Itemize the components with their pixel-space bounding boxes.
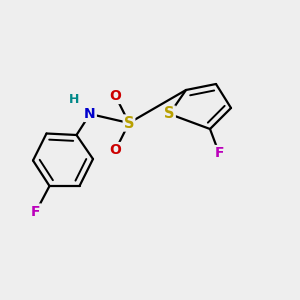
Text: S: S [124,116,134,130]
Text: S: S [164,106,175,122]
Text: F: F [31,205,41,218]
Text: H: H [69,93,80,106]
Text: O: O [110,89,122,103]
Text: O: O [110,143,122,157]
Text: F: F [214,146,224,160]
Text: N: N [84,107,96,121]
